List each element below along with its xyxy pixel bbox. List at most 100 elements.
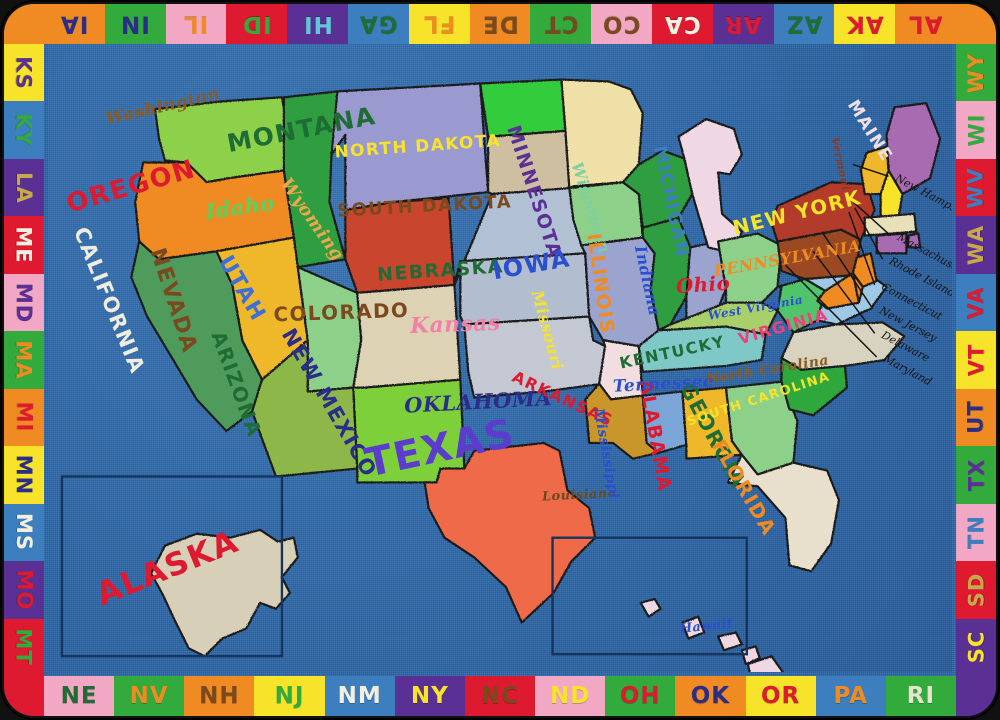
border-tile-label: NJ: [274, 683, 305, 709]
state-shape-mississippi[interactable]: [641, 390, 688, 454]
border-tile-al[interactable]: AL: [895, 4, 956, 44]
border-tile-label: LA: [11, 171, 36, 204]
border-tile-nd[interactable]: ND: [535, 676, 606, 716]
border-tile-il[interactable]: IL: [165, 4, 227, 44]
border-tile-ny[interactable]: NY: [394, 676, 465, 716]
border-tile-de[interactable]: DE: [469, 4, 531, 44]
border-tile-mn[interactable]: MN: [4, 446, 44, 504]
state-shape-tennessee[interactable]: [637, 325, 767, 373]
border-tile-oh[interactable]: OH: [605, 676, 676, 716]
state-shape-south dakota[interactable]: [487, 129, 571, 196]
state-shape-ohio[interactable]: [716, 232, 783, 304]
border-tile-ok[interactable]: OK: [675, 676, 746, 716]
border-tile-mi[interactable]: MI: [4, 388, 44, 447]
state-shape-massachusetts[interactable]: [863, 212, 918, 237]
state-shape-iowa[interactable]: [568, 181, 644, 247]
border-tile-tn[interactable]: TN: [956, 503, 996, 562]
state-shape-missouri[interactable]: [580, 236, 660, 348]
border-tile-vt[interactable]: VT: [956, 331, 996, 389]
border-tile-wi[interactable]: WI: [956, 101, 996, 159]
state-shape-new york[interactable]: [770, 181, 876, 243]
state-shape-colorado[interactable]: [352, 283, 462, 389]
border-tile-ms[interactable]: MS: [4, 503, 44, 562]
border-tile-label: TX: [963, 458, 988, 492]
state-shape-alaska[interactable]: [149, 528, 299, 658]
border-tile-label: MA: [12, 340, 36, 380]
border-tile-label: KY: [11, 113, 36, 147]
state-shape-new mexico[interactable]: [352, 378, 466, 484]
border-tile-ma[interactable]: MA: [4, 331, 44, 389]
border-tile-ut[interactable]: UT: [956, 388, 996, 447]
border-tile-ne[interactable]: NE: [44, 676, 115, 716]
border-tile-ar[interactable]: AR: [712, 4, 774, 44]
border-tile-sd[interactable]: SD: [956, 561, 996, 619]
border-tile-label: FL: [423, 11, 456, 37]
state-shape-rhodeisland[interactable]: [907, 232, 922, 249]
inset-box-alaska: [60, 475, 284, 658]
border-tile-ak[interactable]: AK: [834, 4, 896, 44]
border-tile-mt[interactable]: MT: [4, 618, 44, 676]
border-tile-ca[interactable]: CA: [652, 4, 713, 44]
border-tile-mo[interactable]: MO: [4, 561, 44, 619]
border-tile-nh[interactable]: NH: [184, 676, 255, 716]
border-tile-label: TN: [964, 515, 988, 550]
border-tile-ky[interactable]: KY: [4, 101, 44, 159]
border-tile-ia[interactable]: IA: [44, 4, 105, 44]
border-tile-wv[interactable]: WV: [956, 158, 996, 217]
border-corner-top-left: [4, 4, 44, 44]
border-tile-label: KS: [12, 56, 36, 90]
border-tile-ct[interactable]: CT: [530, 4, 592, 44]
border-tile-co[interactable]: CO: [591, 4, 652, 44]
border-tile-hi[interactable]: HI: [287, 4, 348, 44]
state-shape-montana[interactable]: [330, 82, 490, 211]
border-tile-nj[interactable]: NJ: [254, 676, 325, 716]
border-corner-top-right: [956, 4, 996, 44]
border-tile-nv[interactable]: NV: [114, 676, 185, 716]
border-tile-label: MD: [12, 282, 36, 323]
border-tile-nc[interactable]: NC: [464, 676, 536, 716]
state-shape-wyoming[interactable]: [344, 196, 456, 294]
leader-line-massachusetts: [848, 197, 892, 237]
border-tile-id[interactable]: ID: [226, 4, 288, 44]
leader-line-new-hampshire: [852, 163, 889, 178]
border-tile-in[interactable]: IN: [104, 4, 166, 44]
border-tile-ks[interactable]: KS: [4, 44, 44, 102]
state-shape-florida[interactable]: [726, 453, 841, 573]
border-tile-label: MI: [12, 402, 36, 433]
border-tile-label: SD: [964, 572, 988, 608]
state-shape-texas[interactable]: [423, 441, 597, 624]
border-tile-nm[interactable]: NM: [324, 676, 395, 716]
border-tile-label: DE: [481, 11, 519, 37]
border-tile-pa[interactable]: PA: [815, 676, 886, 716]
border-tile-fl[interactable]: FL: [408, 4, 470, 44]
state-shape-maine[interactable]: [885, 102, 942, 196]
state-shape-louisiana[interactable]: [584, 382, 660, 460]
state-shape-hawaii[interactable]: [639, 597, 786, 672]
border-tile-md[interactable]: MD: [4, 273, 44, 332]
border-tile-label: OH: [619, 683, 661, 709]
border-tile-tx[interactable]: TX: [956, 446, 996, 504]
border-tile-label: NY: [410, 683, 449, 709]
state-shape-oklahoma[interactable]: [463, 315, 607, 399]
border-tile-wa[interactable]: WA: [956, 216, 996, 274]
border-tile-ri[interactable]: RI: [885, 676, 956, 716]
border-tile-label: WY: [964, 52, 988, 93]
border-tile-sc[interactable]: SC: [956, 618, 996, 676]
border-tile-az[interactable]: AZ: [773, 4, 835, 44]
state-shape-south carolina[interactable]: [780, 356, 849, 417]
border-tile-va[interactable]: VA: [956, 273, 996, 332]
border-tile-or[interactable]: OR: [745, 676, 816, 716]
state-shape-kansas[interactable]: [459, 252, 591, 326]
state-shape-kentucky[interactable]: [657, 301, 779, 336]
border-tile-label: PA: [833, 683, 869, 709]
border-tile-label: NM: [337, 683, 382, 709]
border-tile-wy[interactable]: WY: [956, 44, 996, 102]
state-shape-north dakota[interactable]: [479, 78, 567, 138]
state-shape-newjersey[interactable]: [851, 252, 878, 288]
border-tile-la[interactable]: LA: [4, 158, 44, 217]
state-shape-michigan[interactable]: [677, 117, 743, 255]
state-shape-minnesota[interactable]: [560, 78, 644, 190]
border-tile-me[interactable]: ME: [4, 216, 44, 274]
border-tile-ga[interactable]: GA: [348, 4, 409, 44]
